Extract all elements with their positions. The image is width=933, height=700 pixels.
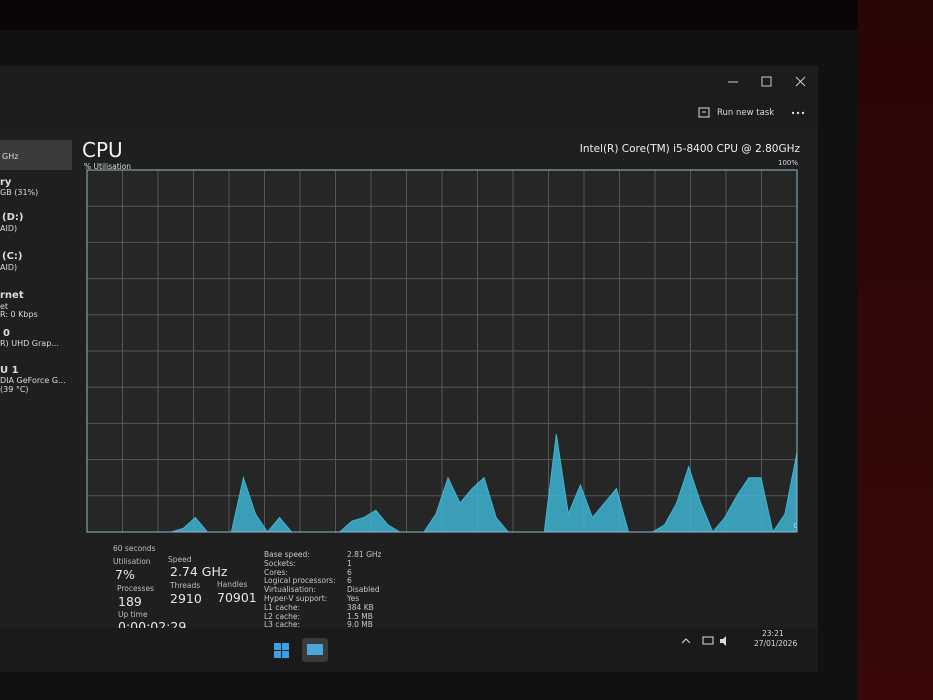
stat-value: 189 — [118, 594, 142, 609]
page-title: CPU — [82, 138, 123, 162]
sidebar-text[interactable]: GB (31%) — [0, 188, 39, 197]
taskbar-icons — [274, 638, 328, 662]
stat-value: 7% — [115, 567, 135, 582]
graph-label: % Utilisation — [84, 162, 132, 171]
detail-label: L3 cache: — [264, 620, 301, 630]
sidebar-text[interactable]: 0 — [3, 328, 10, 339]
selected-sidebar-item[interactable] — [0, 140, 72, 170]
system-tray — [681, 636, 726, 646]
detail-value: 6 — [347, 567, 352, 577]
detail-value: Yes — [347, 594, 360, 603]
sidebar-text[interactable]: GHz — [2, 152, 19, 161]
run-new-task[interactable]: Run new task — [717, 108, 775, 118]
sidebar-text[interactable]: et — [0, 302, 9, 311]
maximize[interactable] — [761, 76, 772, 87]
detail-label: Virtualisation: — [264, 585, 316, 595]
graph-border — [86, 169, 798, 533]
sidebar-text[interactable]: R: 0 Kbps — [0, 310, 38, 319]
sidebar-text[interactable]: R) UHD Grap... — [0, 339, 59, 348]
detail-value: 2.81 GHz — [347, 550, 382, 559]
sidebar-text[interactable]: rnet — [0, 290, 24, 301]
close[interactable] — [795, 76, 806, 87]
detail-label: L1 cache: — [264, 602, 301, 612]
clock-date: 27/01/2026 — [754, 639, 798, 648]
sidebar-text[interactable]: (D:) — [2, 212, 24, 223]
stat-value: 2910 — [170, 591, 202, 606]
detail-value: 1 — [347, 558, 352, 568]
task-manager-icon — [307, 644, 323, 655]
detail-value: 6 — [347, 576, 352, 586]
stat-label: Processes — [117, 584, 154, 593]
stat-label: Up time — [118, 610, 148, 619]
title-bar — [0, 66, 818, 128]
sidebar-text[interactable]: U 1 — [0, 365, 19, 376]
sidebar-text[interactable]: (39 °C) — [0, 385, 29, 394]
stat-value: 2.74 GHz — [170, 564, 228, 579]
tray-chevron[interactable] — [681, 638, 691, 644]
sidebar-text[interactable]: DIA GeForce G... — [0, 376, 66, 385]
stat-label: Utilisation — [113, 557, 151, 566]
sidebar-text[interactable]: AID) — [0, 224, 18, 233]
detail-label: L2 cache: — [264, 611, 301, 621]
window-controls — [728, 76, 806, 87]
graph-time-span: 60 seconds — [113, 544, 156, 553]
detail-label: Base speed: — [264, 550, 310, 559]
y-tick-label: 0 — [794, 522, 798, 530]
task-manager-window: Run new task GHz ry GB (31%) (D:) AID) (… — [0, 66, 818, 672]
more-menu[interactable] — [790, 110, 806, 116]
cpu-graph: 0 100% — [86, 159, 798, 534]
run-task-icon — [698, 107, 710, 118]
detail-label: Cores: — [264, 567, 288, 577]
stat-value: 70901 — [217, 590, 257, 605]
background — [858, 0, 933, 700]
clock-time: 23:21 — [762, 629, 784, 638]
detail-value: 9.0 MB — [347, 620, 373, 630]
y-tick-label: 100% — [778, 159, 798, 167]
processor-name: Intel(R) Core(TM) i5-8400 CPU @ 2.80GHz — [579, 143, 800, 155]
start-button[interactable] — [274, 643, 289, 658]
detail-value: Disabled — [347, 585, 380, 595]
detail-label: Hyper-V support: — [264, 594, 328, 603]
network-icon[interactable] — [702, 636, 714, 645]
detail-label: Logical processors: — [264, 576, 336, 586]
stat-label: Threads — [170, 581, 201, 590]
volume-icon[interactable] — [720, 636, 726, 646]
sidebar-text[interactable]: AID) — [0, 263, 18, 272]
taskbar: 23:21 27/01/2026 — [0, 628, 818, 672]
detail-value: 1.5 MB — [347, 611, 373, 621]
sidebar-text[interactable]: (C:) — [2, 251, 23, 262]
stat-label: Speed — [168, 555, 192, 564]
detail-value: 384 KB — [347, 602, 374, 612]
detail-label: Sockets: — [264, 558, 296, 568]
stat-label: Handles — [217, 580, 248, 589]
sidebar-text[interactable]: ry — [0, 177, 12, 188]
